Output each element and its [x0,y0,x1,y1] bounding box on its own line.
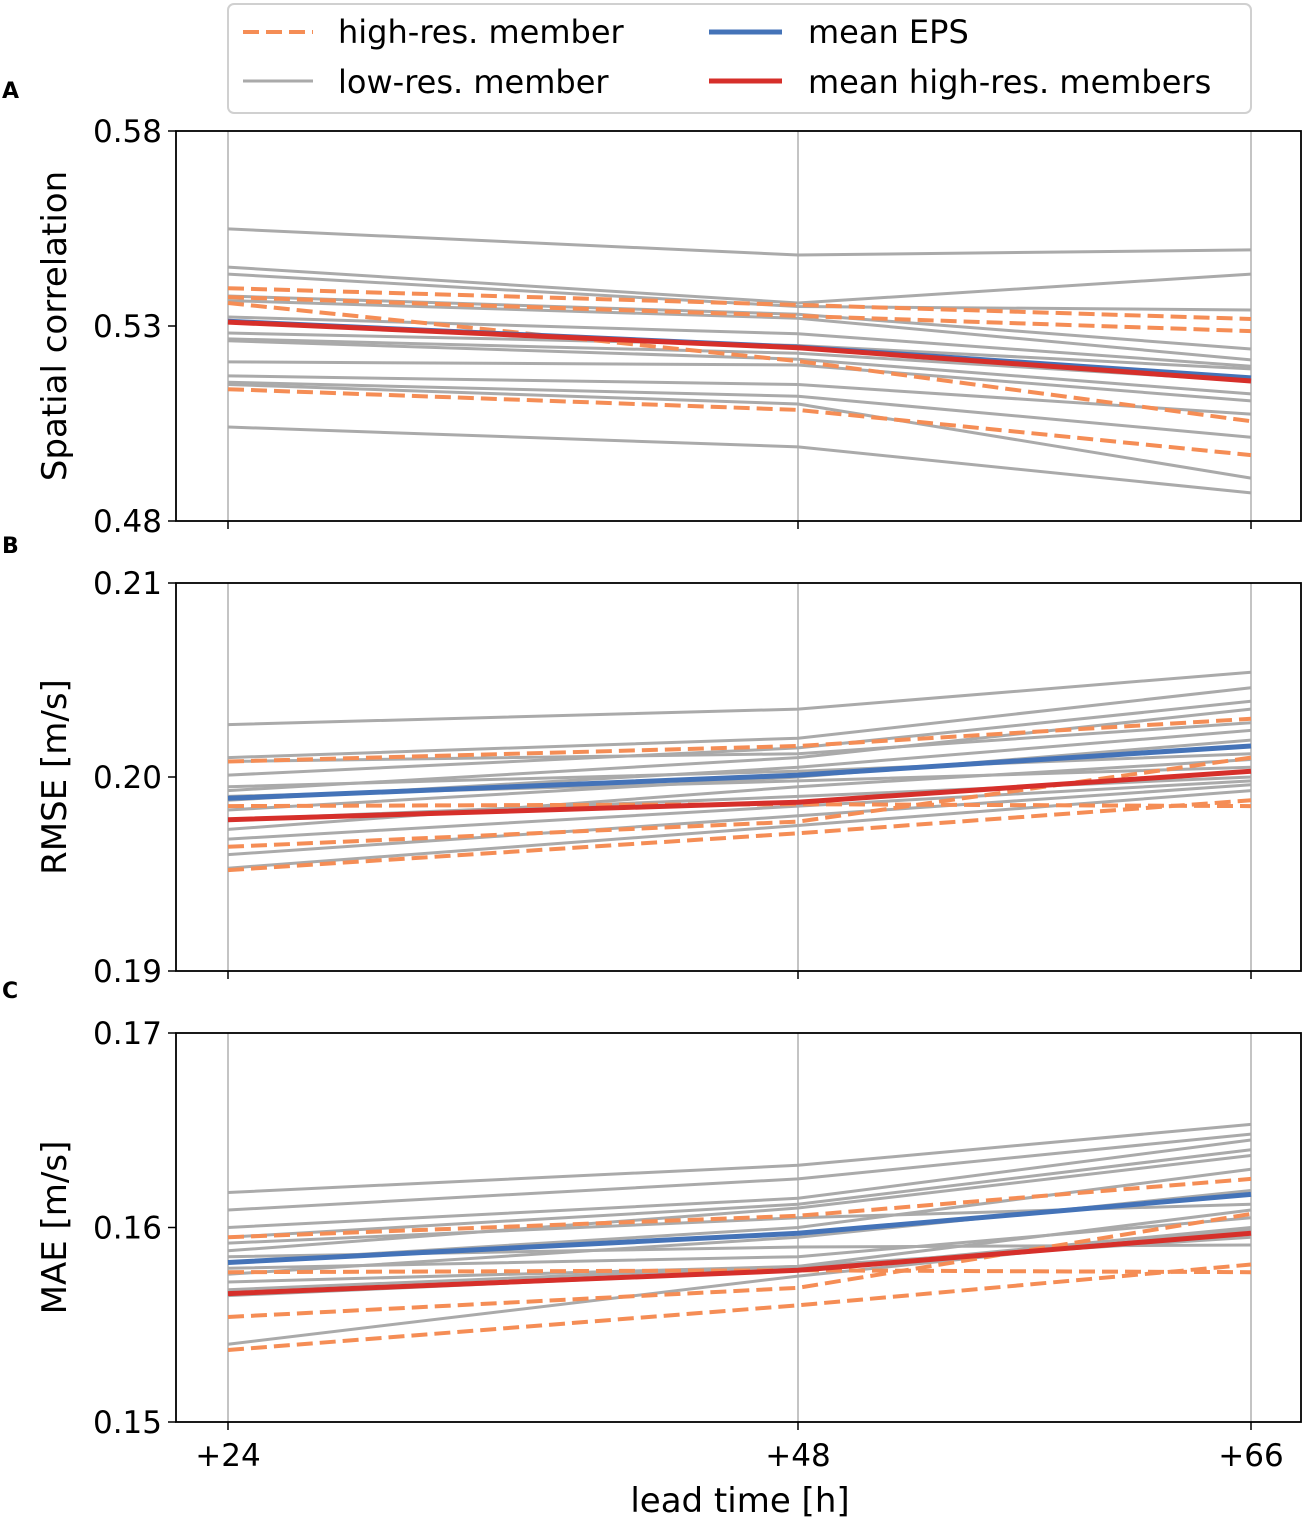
low-res-member-line [227,383,1252,480]
low-res-member-line [227,779,1252,841]
low-res-member-line [227,1138,1252,1229]
high-res-member-line [227,295,1252,334]
low-res-member-line [227,272,1252,312]
low-res-member-line [227,752,1252,789]
low-res-member-line [227,1216,1252,1270]
low-res-member-line [227,360,1252,403]
y-tick-label: 0.53 [93,309,162,345]
mean-high-res-line [227,1230,1252,1297]
mean-high-res-line [227,319,1252,384]
high-res-member-line [227,1176,1252,1240]
low-res-member-line [227,1122,1252,1194]
mean-eps-line [227,1191,1252,1265]
high-res-member-line [227,798,1252,873]
low-res-member-line [227,783,1252,857]
legend-label-mean-high-res: mean high-res. members [808,63,1211,101]
x-axis-label: lead time [h] [630,1481,849,1520]
low-res-member-line [227,721,1252,763]
high-res-member-line [227,301,1252,424]
low-res-member-line [227,707,1252,793]
low-res-member-line [227,686,1252,760]
y-tick-label: 0.48 [93,504,162,540]
legend-label-high-res: high-res. member [338,13,625,51]
y-tick-label: 0.20 [93,760,162,796]
x-tick-label: +66 [1218,1438,1283,1474]
low-res-member-line [227,339,1252,396]
legend: high-res. member low-res. member mean EP… [227,3,1252,114]
low-res-member-line [227,425,1252,495]
high-res-member-line [227,1211,1252,1319]
panel-a: A 0.48 0.53 0.58 Spatial correlation [2,79,1302,540]
panel-label: C [2,979,18,1004]
x-tick-label: +24 [195,1438,260,1474]
low-res-member-line [227,1148,1252,1239]
low-res-member-line [227,227,1252,257]
y-tick-label: 0.21 [93,566,162,602]
panel-label: A [2,79,19,104]
high-res-member-line [227,716,1252,764]
low-res-member-line [227,299,1252,362]
mean-high-res-line [227,768,1252,823]
low-res-member-line [227,265,1252,305]
high-res-member-line [227,286,1252,321]
low-res-member-line [227,789,1252,870]
high-res-member-line [227,1262,1252,1352]
low-res-member-line [227,699,1252,777]
low-res-member-line [227,1132,1252,1212]
plot-frame [175,582,1302,972]
y-tick-label: 0.58 [93,114,162,150]
y-axis-label: RMSE [m/s] [35,679,75,875]
plot-frame [175,130,1302,522]
low-res-member-line [227,670,1252,727]
y-tick-label: 0.19 [93,954,162,990]
y-tick-label: 0.15 [93,1405,162,1441]
high-res-member-line [227,1268,1252,1275]
low-res-member-line [227,1154,1252,1253]
panel-b: B 0.19 0.20 0.21 RMSE [m/s] [2,534,1302,990]
legend-label-low-res: low-res. member [338,63,609,101]
high-res-member-line [227,802,1252,809]
y-axis-label: Spatial correlation [35,171,75,481]
y-axis-label: MAE [m/s] [35,1141,75,1315]
plot-frame [175,1032,1302,1423]
legend-label-mean-eps: mean EPS [808,13,969,51]
high-res-member-line [227,755,1252,849]
panel-c: C 0.15 0.16 0.17 MAE [m/s] [2,979,1302,1441]
y-tick-label: 0.17 [93,1016,162,1052]
mean-eps-line [227,743,1252,801]
panel-label: B [2,534,19,559]
x-tick-label: +48 [765,1438,830,1474]
low-res-member-line [227,374,1252,416]
high-res-member-line [227,387,1252,458]
low-res-member-line [227,380,1252,439]
y-tick-label: 0.16 [93,1211,162,1247]
